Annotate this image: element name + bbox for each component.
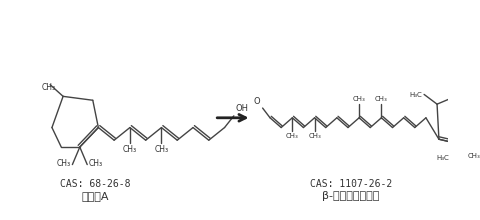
- Text: H₃C: H₃C: [409, 92, 422, 99]
- Text: β-阿朴胡萝卜素醇: β-阿朴胡萝卜素醇: [322, 191, 380, 201]
- Text: O: O: [253, 97, 260, 106]
- Text: CAS: 1107-26-2: CAS: 1107-26-2: [310, 179, 392, 189]
- Text: 维生素A: 维生素A: [82, 191, 109, 201]
- Text: CH₃: CH₃: [353, 96, 365, 102]
- Text: CH₃: CH₃: [42, 83, 56, 92]
- Text: CH₃: CH₃: [155, 145, 168, 154]
- Text: CH₃: CH₃: [286, 133, 299, 139]
- Text: CH₃: CH₃: [123, 145, 137, 154]
- Text: H₃C: H₃C: [436, 155, 449, 161]
- Text: CH₃: CH₃: [375, 96, 388, 102]
- Text: CH₃: CH₃: [56, 159, 71, 167]
- Text: CH₃: CH₃: [468, 153, 480, 159]
- Text: OH: OH: [236, 104, 249, 113]
- Text: CAS: 68-26-8: CAS: 68-26-8: [60, 179, 131, 189]
- Text: CH₃: CH₃: [308, 133, 321, 139]
- Text: CH₃: CH₃: [89, 159, 103, 167]
